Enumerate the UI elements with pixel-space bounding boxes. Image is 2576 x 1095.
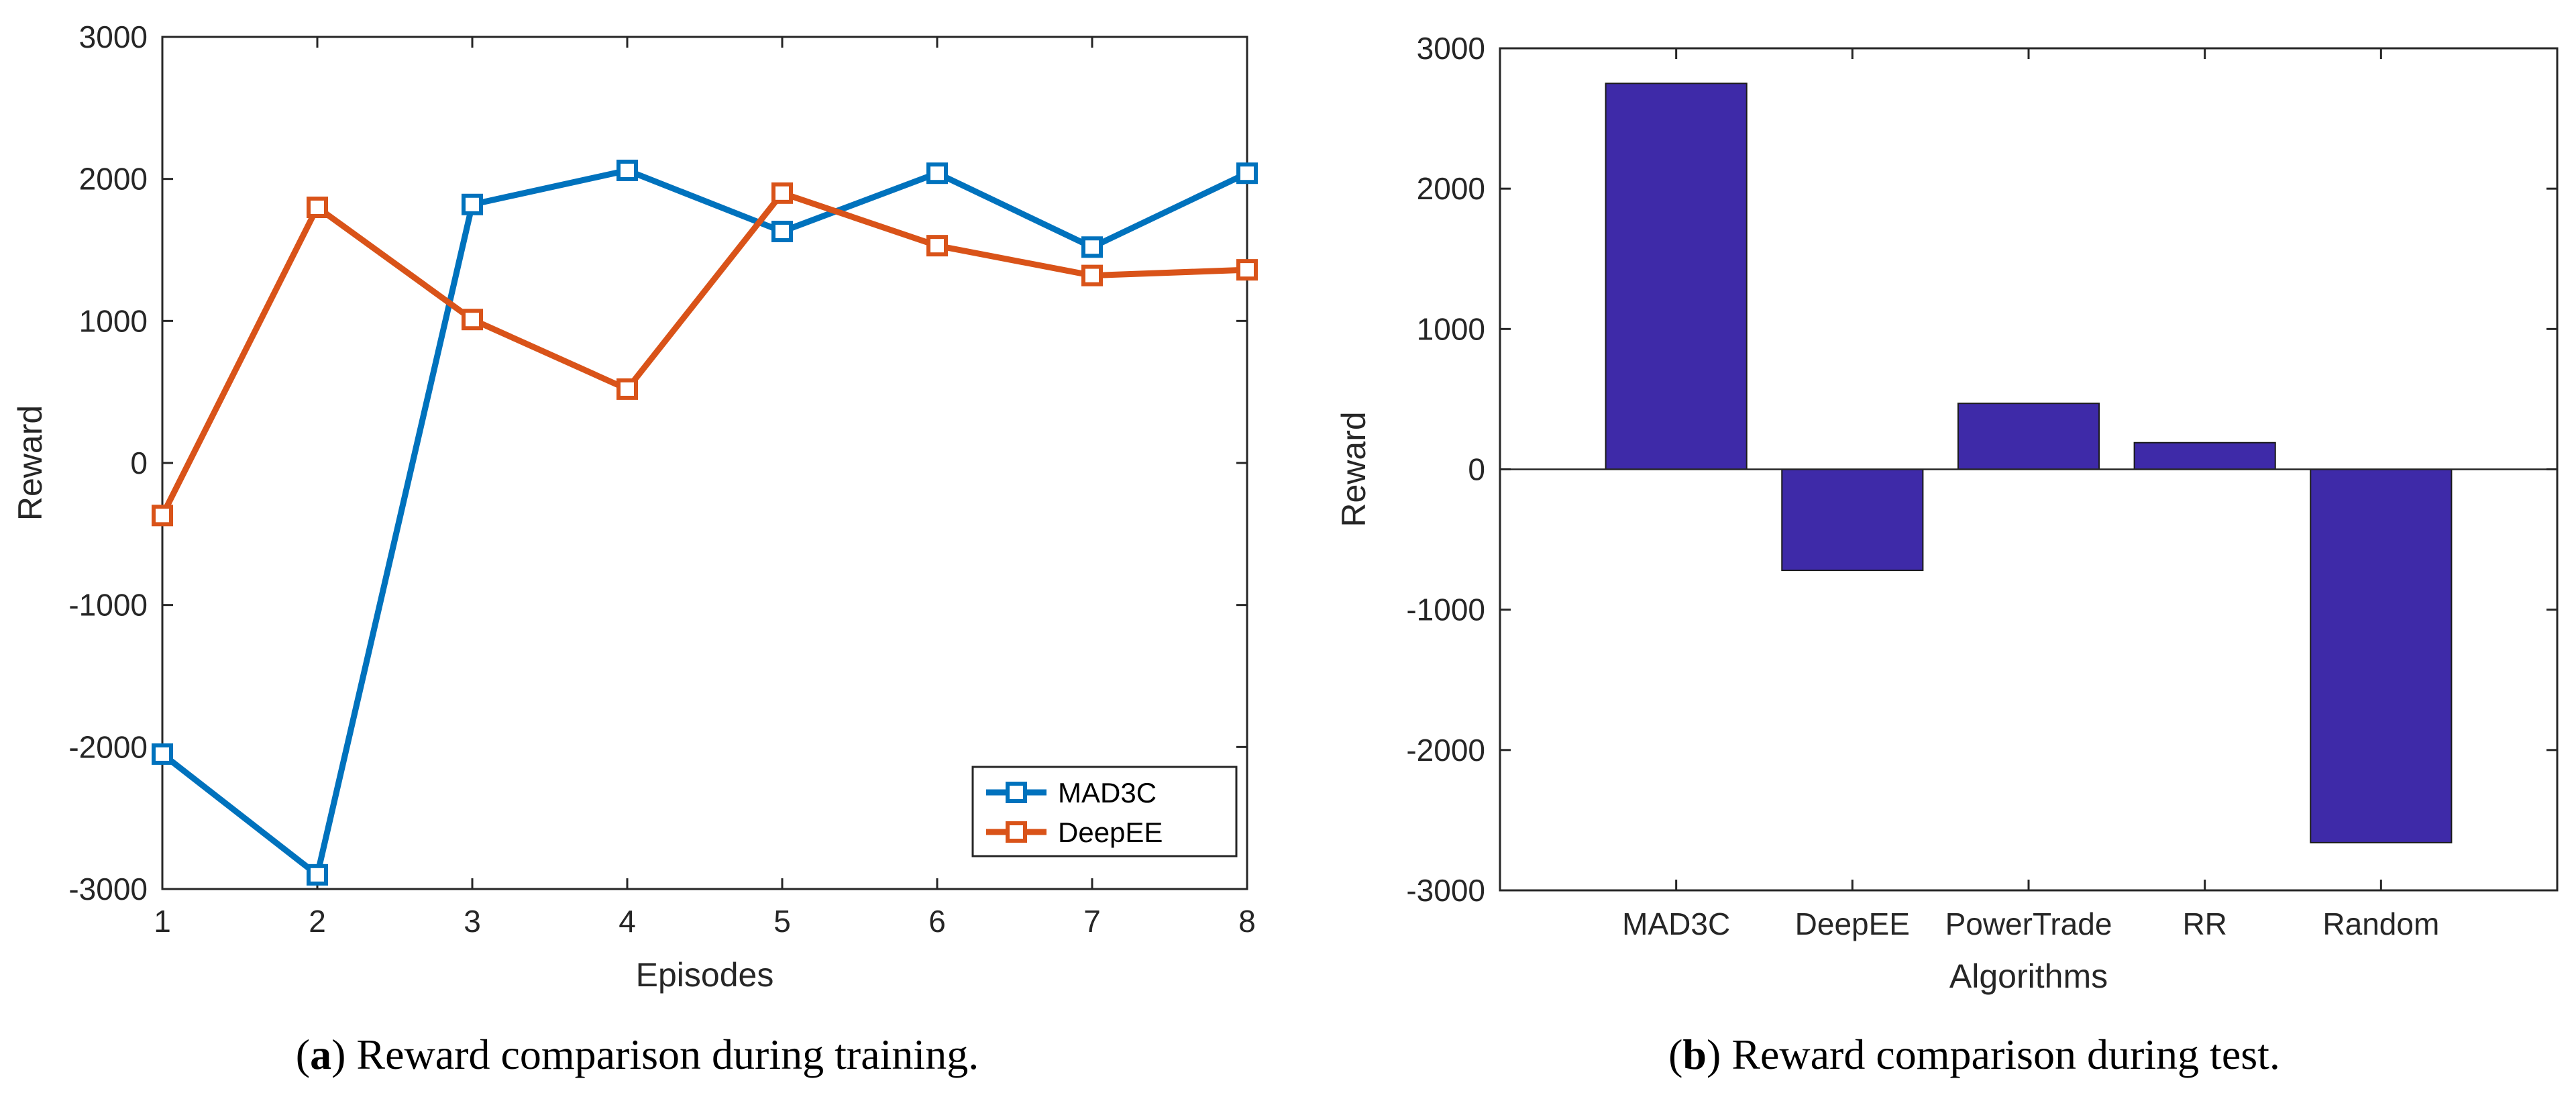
series-marker-deepee: [152, 505, 173, 527]
test-x-axis-label: Algorithms: [1949, 957, 2108, 995]
test-y-tick-label: 1000: [1417, 311, 1485, 346]
caption-a-close-paren: ): [331, 1031, 356, 1078]
caption-a-open-paren: (: [296, 1031, 310, 1078]
series-marker-deepee: [307, 197, 328, 218]
training-y-tick-label: 2000: [79, 162, 148, 197]
test-x-tick-label: PowerTrade: [1945, 906, 2112, 941]
caption-b: (b) Reward comparison during test.: [1668, 1031, 2280, 1078]
training-x-tick-label: 7: [1083, 904, 1101, 939]
test-y-tick-label: -3000: [1406, 873, 1485, 908]
caption-b-letter: b: [1682, 1031, 1707, 1078]
series-marker-mad3c: [1081, 236, 1103, 258]
bar-mad3c: [1605, 83, 1748, 470]
series-marker-mad3c: [307, 864, 328, 886]
test-bars: [1500, 83, 2557, 843]
caption-b-text: Reward comparison during test.: [1731, 1031, 2280, 1078]
training-y-tick-label: 1000: [79, 303, 148, 338]
series-marker-mad3c: [152, 743, 173, 765]
training-legend: MAD3C DeepEE: [971, 766, 1238, 857]
series-marker-mad3c: [616, 159, 638, 181]
legend-label-deepee: DeepEE: [1058, 817, 1163, 848]
training-line-chart: -3000 -2000 -1000 0 1000 2000 3000 1 2 3 4 5 6 7 8 Epi…: [11, 19, 1258, 994]
test-x-tick-label: DeepEE: [1795, 906, 1910, 941]
series-line-deepee: [159, 190, 1248, 517]
legend-label-mad3c: MAD3C: [1058, 777, 1157, 809]
series-marker-deepee: [771, 182, 793, 204]
training-x-axis-label: Episodes: [636, 956, 774, 994]
series-line-mad3c: [160, 167, 1248, 878]
bar-deepee: [1781, 468, 1924, 572]
series-marker-mad3c: [771, 220, 793, 242]
series-marker-deepee: [1236, 259, 1258, 281]
caption-a: (a) Reward comparison during training.: [296, 1031, 979, 1078]
series-marker-mad3c: [926, 162, 948, 185]
series-marker-mad3c: [1236, 162, 1258, 185]
training-x-tick-label: 1: [154, 904, 171, 939]
series-marker-deepee: [462, 309, 483, 331]
training-y-tick-label: 0: [130, 446, 148, 480]
training-y-tick-label: -2000: [68, 729, 148, 764]
caption-a-text: Reward comparison during training.: [356, 1031, 979, 1078]
bar-powertrade: [1957, 403, 2100, 470]
test-y-tick-label: -1000: [1406, 592, 1485, 627]
test-y-tick-label: 2000: [1417, 171, 1485, 206]
test-x-tick-label: MAD3C: [1622, 906, 1730, 941]
training-x-tick-label: 6: [928, 904, 946, 939]
training-y-tick-label: -3000: [68, 872, 148, 906]
training-x-tick-label: 8: [1238, 904, 1256, 939]
legend-marker-mad3c: [1006, 782, 1027, 803]
test-y-axis-label: Reward: [1335, 411, 1373, 527]
training-plot-area: [161, 36, 1248, 890]
legend-marker-deepee: [1006, 821, 1027, 843]
series-marker-mad3c: [462, 193, 483, 215]
series-marker-deepee: [926, 235, 948, 257]
training-y-axis-label: Reward: [11, 405, 49, 521]
series-marker-deepee: [1081, 264, 1103, 286]
training-y-tick-label: 3000: [79, 19, 148, 54]
test-x-tick-label: RR: [2182, 906, 2226, 941]
test-y-tick-label: 3000: [1417, 31, 1485, 66]
training-x-tick-label: 2: [309, 904, 326, 939]
bar-random: [2310, 468, 2453, 843]
test-y-tick-label: -2000: [1406, 733, 1485, 768]
training-x-tick-label: 3: [464, 904, 481, 939]
caption-b-open-paren: (: [1668, 1031, 1682, 1078]
test-y-tick-label: 0: [1468, 452, 1485, 487]
training-series: [152, 159, 1258, 886]
training-ticks: -3000 -2000 -1000 0 1000 2000 3000 1 2 3 4 5 6 7 8: [68, 19, 1255, 939]
caption-b-close-paren: ): [1707, 1031, 1731, 1078]
test-ticks: -3000 -2000 -1000 0 1000 2000 3000 MAD3C DeepEE P…: [1406, 31, 2557, 941]
training-y-tick-label: -1000: [68, 588, 148, 623]
training-x-tick-label: 4: [619, 904, 636, 939]
test-bar-chart: -3000 -2000 -1000 0 1000 2000 3000 MAD3C DeepEE P…: [1335, 31, 2559, 995]
caption-a-letter: a: [310, 1031, 331, 1078]
test-x-tick-label: Random: [2322, 906, 2439, 941]
training-x-tick-label: 5: [773, 904, 791, 939]
series-marker-deepee: [616, 378, 638, 400]
bar-rr: [2133, 441, 2276, 470]
